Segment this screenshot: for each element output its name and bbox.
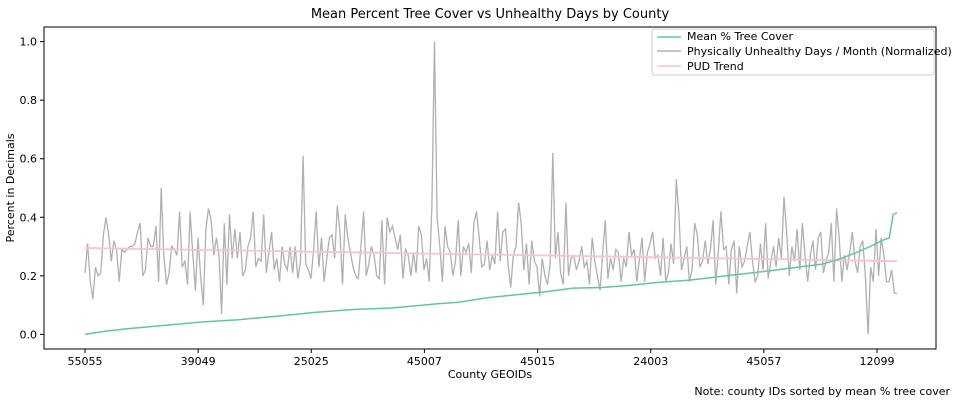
legend-box (651, 28, 935, 76)
series-line-tree-cover (84, 212, 898, 336)
x-tick-label: 45007 (407, 355, 442, 368)
series-line-pud-trend (84, 247, 898, 263)
chart-legend: Mean % Tree Cover Physically Unhealthy D… (651, 28, 952, 76)
x-tick-label: 55055 (68, 355, 103, 368)
x-tick-label: 12099 (860, 355, 895, 368)
y-axis-label: Percent in Decimals (4, 133, 17, 242)
x-axis: 55055 39049 25025 45007 45015 24003 45057 12099 (68, 349, 895, 368)
chart-title: Mean Percent Tree Cover vs Unhealthy Day… (311, 7, 670, 22)
axes-frame (43, 26, 937, 350)
series-lines (84, 41, 898, 336)
plot-area: 0.0 0.2 0.4 0.6 0.8 1.0 55055 39049 25025 45007 4… (20, 26, 937, 368)
chart-note: Note: county IDs sorted by mean % tree c… (694, 385, 950, 398)
y-axis: 0.0 0.2 0.4 0.6 0.8 1.0 (20, 36, 44, 341)
legend-label-tree-cover: Mean % Tree Cover (687, 30, 794, 43)
x-tick-label: 39049 (181, 355, 216, 368)
x-tick-label: 45057 (746, 355, 781, 368)
legend-label-pud-trend: PUD Trend (687, 60, 744, 73)
y-tick-label: 0.4 (20, 211, 38, 224)
legend-label-unhealthy-days: Physically Unhealthy Days / Month (Norma… (687, 45, 952, 58)
series-line-unhealthy-days (84, 41, 897, 335)
y-tick-label: 1.0 (20, 36, 38, 49)
y-tick-label: 0.0 (20, 328, 38, 341)
y-tick-label: 0.2 (20, 270, 38, 283)
x-tick-label: 24003 (633, 355, 668, 368)
x-axis-label: County GEOIDs (448, 368, 533, 381)
y-tick-label: 0.8 (20, 94, 38, 107)
x-tick-label: 25025 (294, 355, 329, 368)
y-tick-label: 0.6 (20, 153, 38, 166)
x-tick-label: 45015 (520, 355, 555, 368)
